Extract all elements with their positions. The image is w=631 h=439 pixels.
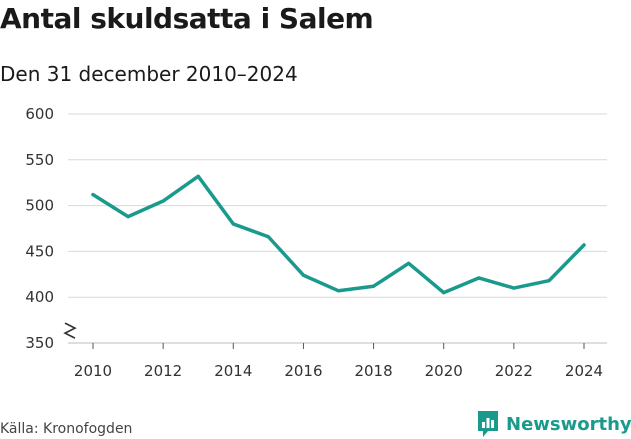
- data-point: [161, 199, 165, 203]
- data-point: [231, 222, 235, 226]
- data-point: [301, 273, 306, 277]
- gridlines: [68, 113, 607, 344]
- data-point: [196, 174, 200, 178]
- x-tick-label: 2014: [214, 362, 252, 380]
- y-tick-label: 600: [25, 105, 54, 123]
- data-point: [336, 289, 341, 293]
- data-point: [477, 276, 481, 280]
- y-tick-label: 500: [25, 197, 54, 215]
- x-axis-ticks: 2010 2012 2014 2016 2018 2020 2022 2024: [74, 343, 603, 380]
- data-point: [371, 284, 376, 288]
- y-tick-label: 400: [25, 288, 54, 306]
- x-tick-label: 2010: [74, 362, 112, 380]
- y-tick-label: 450: [25, 242, 54, 260]
- data-point: [582, 243, 586, 247]
- source-note: Källa: Kronofogden: [0, 421, 133, 437]
- chart-subtitle: Den 31 december 2010–2024: [0, 62, 298, 86]
- axis-break-mark: [63, 322, 77, 339]
- data-point: [266, 235, 270, 239]
- y-tick-label: 550: [25, 151, 54, 169]
- chart-title: Antal skuldsatta i Salem: [0, 2, 374, 35]
- y-tick-label: 350: [25, 334, 54, 352]
- brand-logo: Newsworthy: [476, 410, 631, 438]
- data-point: [442, 291, 446, 295]
- data-point: [512, 286, 516, 290]
- data-point: [126, 214, 130, 219]
- series-group: [91, 174, 586, 295]
- data-point: [91, 193, 95, 197]
- x-tick-label: 2018: [354, 362, 392, 380]
- y-axis-ticks: 350 400 450 500 550 600: [25, 105, 54, 352]
- x-tick-label: 2012: [144, 362, 182, 380]
- x-tick-label: 2022: [495, 362, 533, 380]
- brand-name: Newsworthy: [506, 413, 631, 435]
- x-tick-label: 2020: [425, 362, 463, 380]
- axis-break-icon: [63, 322, 77, 339]
- newsworthy-logo-icon: [478, 411, 498, 437]
- data-point: [407, 261, 411, 265]
- x-tick-label: 2016: [284, 362, 322, 380]
- x-tick-label: 2024: [565, 362, 603, 380]
- data-point: [547, 279, 551, 283]
- series-line: [91, 174, 586, 295]
